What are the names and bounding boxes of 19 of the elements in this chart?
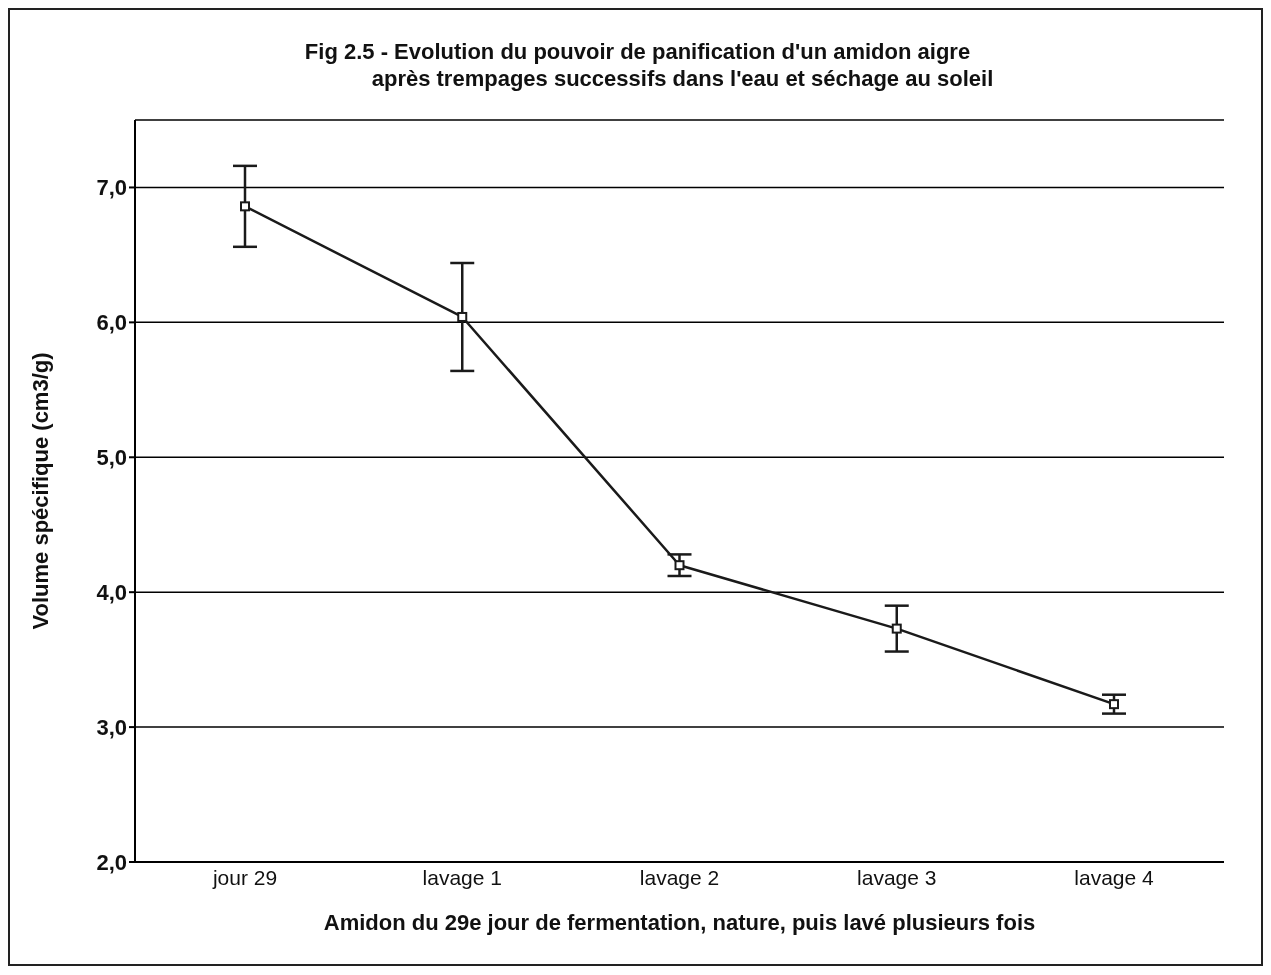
y-tick-label: 7,0 [96, 175, 127, 201]
y-tick-label: 4,0 [96, 579, 127, 605]
x-tick-label: lavage 1 [422, 865, 502, 889]
chart-title: Fig 2.5 - Evolution du pouvoir de panification d'un amidon aigre après trempages successifs dans l'eau et séchage au soleil [303, 38, 995, 92]
point [1109, 699, 1119, 710]
x-tick-label: lavage 3 [857, 865, 937, 889]
point [240, 201, 250, 212]
y-tick-label: 3,0 [96, 714, 127, 740]
point [457, 311, 468, 322]
x-tick-label: lavage 4 [1074, 865, 1155, 889]
y-tick-label: 5,0 [96, 445, 127, 471]
point [891, 623, 902, 634]
y-tick-label: 6,0 [96, 310, 127, 336]
point [674, 560, 685, 571]
x-tick-label: lavage 2 [639, 865, 720, 889]
y-axis-title: Volume spécifique (cm3/g) [27, 352, 53, 630]
x-tick-label: jour 29 [211, 865, 278, 889]
y-tick-label: 2,0 [96, 849, 127, 875]
x-axis-title: Amidon du 29e jour de fermentation, nature, puis lavé plusieurs fois [323, 910, 1036, 935]
